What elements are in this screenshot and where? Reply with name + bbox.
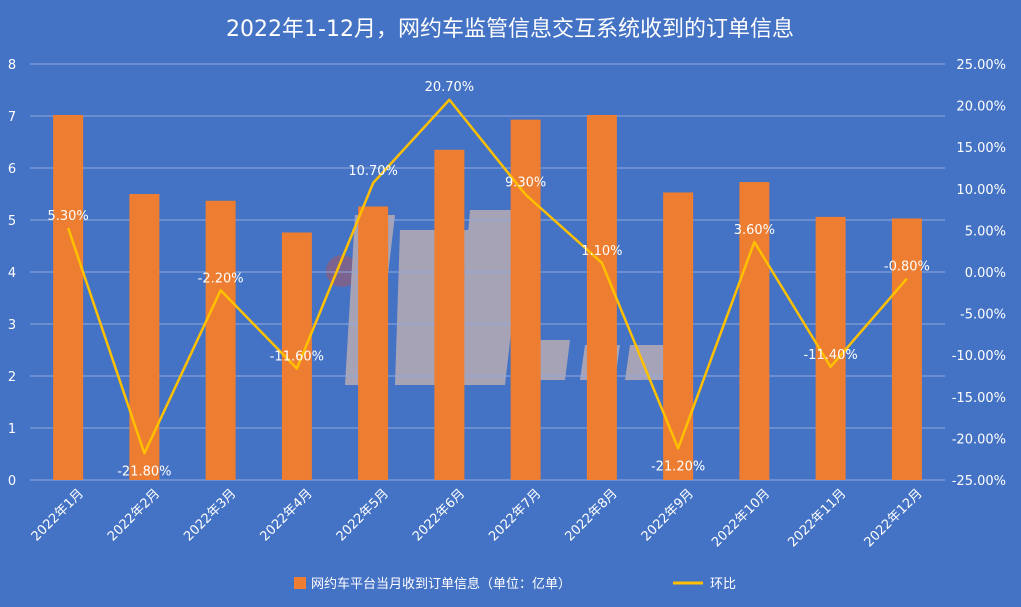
y-right-tick-label: 25.00% <box>956 58 1006 73</box>
bar <box>586 114 617 481</box>
x-tick-label: 2022年12月 <box>862 486 926 550</box>
y-right-tick-label: -5.00% <box>960 308 1006 323</box>
x-tick-label: 2022年2月 <box>105 486 163 544</box>
data-label: 9.30% <box>505 176 546 191</box>
data-label: 3.60% <box>734 223 775 238</box>
x-tick-label: 2022年5月 <box>334 486 392 544</box>
data-label: -21.20% <box>651 459 705 474</box>
bar <box>891 218 922 480</box>
data-label: 20.70% <box>425 80 475 95</box>
y-left-tick-label: 5 <box>8 214 16 229</box>
y-left-tick-label: 8 <box>8 58 16 73</box>
data-label: -2.20% <box>198 271 244 286</box>
bar <box>663 192 694 480</box>
bar <box>434 149 465 481</box>
x-tick-label: 2022年11月 <box>785 486 849 550</box>
y-left-tick-label: 1 <box>8 422 16 437</box>
y-right-tick-label: 20.00% <box>956 100 1006 115</box>
y-right-tick-label: 15.00% <box>956 141 1006 156</box>
bar <box>281 232 312 480</box>
y-left-tick-label: 3 <box>8 318 16 333</box>
y-left-tick-label: 6 <box>8 162 16 177</box>
y-left-tick-label: 2 <box>8 370 16 385</box>
y-right-tick-label: 0.00% <box>965 266 1006 281</box>
legend-swatch-bar <box>294 577 306 589</box>
legend-label-line: 环比 <box>710 577 736 592</box>
bar <box>205 200 236 480</box>
legend-label-bar: 网约车平台当月收到订单信息（单位：亿单） <box>311 576 571 592</box>
y-right-tick-label: -15.00% <box>952 391 1006 406</box>
y-left-tick-label: 4 <box>8 266 16 281</box>
x-tick-label: 2022年6月 <box>410 486 468 544</box>
x-tick-label: 2022年10月 <box>709 486 773 550</box>
y-right-tick-label: -10.00% <box>952 349 1006 364</box>
data-label: -11.40% <box>803 348 857 363</box>
y-right-tick-label: -20.00% <box>952 432 1006 447</box>
y-right-tick-label: -25.00% <box>952 474 1006 489</box>
x-tick-label: 2022年9月 <box>639 486 697 544</box>
data-label: 5.30% <box>47 209 88 224</box>
bar <box>358 206 389 481</box>
data-label: 1.10% <box>581 244 622 259</box>
data-label: -0.80% <box>884 260 930 275</box>
bar <box>129 194 160 480</box>
x-tick-label: 2022年3月 <box>181 486 239 544</box>
chart-title: 2022年1-12月，网约车监管信息交互系统收到的订单信息 <box>226 17 794 42</box>
x-tick-label: 2022年4月 <box>257 486 315 544</box>
bar <box>53 114 84 481</box>
x-tick-label: 2022年1月 <box>29 486 87 544</box>
y-left-tick-label: 0 <box>8 474 16 489</box>
x-tick-label: 2022年7月 <box>486 486 544 544</box>
data-label: -11.60% <box>270 350 324 365</box>
y-left-tick-label: 7 <box>8 110 16 125</box>
data-label: -21.80% <box>117 464 171 479</box>
bar <box>510 119 541 480</box>
data-label: 10.70% <box>348 164 398 179</box>
x-tick-label: 2022年8月 <box>562 486 620 544</box>
y-right-tick-label: 5.00% <box>965 224 1006 239</box>
y-right-tick-label: 10.00% <box>956 183 1006 198</box>
series-line <box>66 98 908 455</box>
bar <box>739 182 770 481</box>
